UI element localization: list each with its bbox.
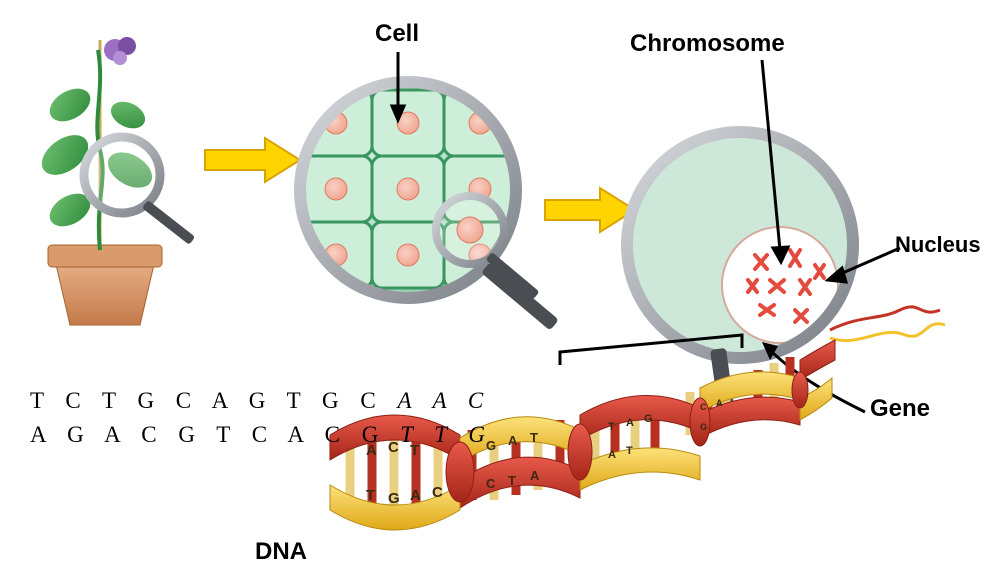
svg-text:C: C (486, 476, 496, 491)
arrow-1-icon (205, 138, 300, 182)
svg-text:A: A (608, 449, 616, 461)
diagram-svg: A C T T G A C G A T C T A T A G A T C A … (0, 0, 990, 581)
svg-text:T: T (366, 487, 375, 504)
label-nucleus: Nucleus (895, 232, 981, 258)
sequence-bottom: A G A C G T C A C G T T G (30, 422, 493, 448)
svg-text:A: A (530, 468, 540, 483)
svg-text:T: T (608, 421, 615, 433)
svg-text:A: A (410, 487, 421, 504)
svg-text:C: C (432, 484, 443, 501)
svg-text:A: A (626, 417, 634, 429)
svg-text:A: A (716, 398, 723, 408)
svg-text:T: T (530, 430, 538, 445)
label-dna: DNA (255, 538, 307, 566)
svg-text:G: G (388, 490, 400, 507)
svg-text:G: G (644, 413, 653, 425)
cell-view (300, 82, 559, 331)
label-gene: Gene (870, 395, 930, 423)
svg-text:T: T (626, 445, 633, 457)
svg-text:A: A (508, 433, 518, 448)
svg-text:G: G (700, 422, 707, 432)
arrow-2-icon (545, 188, 635, 232)
svg-text:T: T (508, 473, 516, 488)
label-chromosome: Chromosome (630, 30, 785, 58)
svg-text:C: C (700, 402, 707, 412)
label-cell: Cell (375, 20, 419, 48)
diagram-stage: A C T T G A C G A T C T A T A G A T C A … (0, 0, 990, 581)
sequence-top: T C T G C A G T G C A A C (30, 388, 491, 414)
dna-helix-icon (330, 307, 945, 530)
